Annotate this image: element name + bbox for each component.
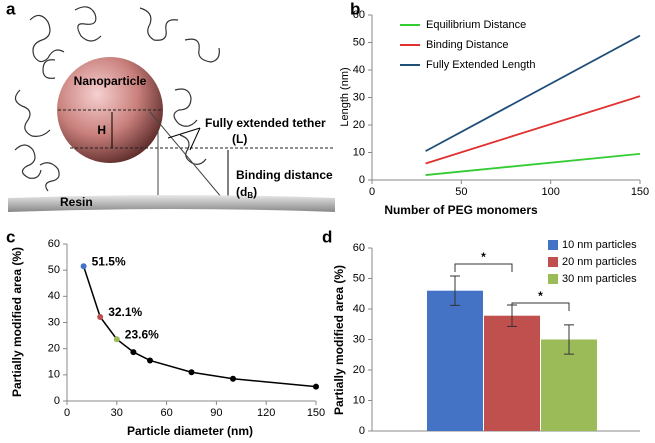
x-tick-label: 150	[307, 407, 325, 419]
significance-bracket	[511, 302, 570, 312]
resin	[8, 195, 335, 212]
point	[130, 349, 137, 356]
x-tick-label: 60	[160, 407, 172, 419]
legend-label: Equilibrium Distance	[426, 19, 526, 31]
panel-label: a	[6, 0, 16, 18]
legend-swatch	[548, 257, 558, 267]
tether-line	[149, 111, 223, 199]
point	[147, 357, 153, 364]
y-tick-label: 20	[48, 343, 60, 355]
legend-swatch	[548, 240, 558, 250]
label: Fully extended tether	[205, 116, 326, 130]
y-tick-label: 50	[353, 36, 365, 48]
data-label: 23.6%	[125, 327, 159, 341]
bar	[541, 339, 597, 431]
y-tick-label: 20	[353, 119, 365, 131]
x-tick-label: 100	[541, 186, 559, 198]
y-tick-label: 50	[353, 272, 365, 284]
y-tick-label: 40	[353, 64, 365, 76]
x-tick-label: 120	[257, 407, 275, 419]
x-tick-label: 150	[631, 186, 649, 198]
panel-label: d	[322, 227, 332, 246]
error-bar	[564, 324, 574, 355]
y-axis-label: Partially modified area (%)	[332, 265, 346, 415]
label: Resin	[60, 195, 93, 209]
y-tick-label: 60	[353, 242, 365, 254]
legend-label: Fully Extended Length	[426, 59, 535, 71]
bar	[484, 315, 540, 431]
line	[82, 266, 317, 388]
legend-label: Binding Distance	[426, 39, 509, 51]
y-tick-label: 50	[48, 264, 60, 276]
line	[425, 34, 641, 152]
significance-bracket	[454, 263, 513, 273]
x-tick-label: 90	[210, 407, 222, 419]
data-label: 32.1%	[108, 305, 142, 319]
y-tick-label: 30	[353, 91, 365, 103]
label: (L)	[232, 132, 247, 146]
x-tick-label: 50	[455, 186, 467, 198]
legend-swatch	[548, 274, 558, 284]
y-tick-label: 0	[359, 174, 365, 186]
bar	[427, 290, 483, 431]
x-axis-label: Number of PEG monomers	[384, 203, 538, 217]
y-axis-label: Partially modified area (%)	[10, 247, 24, 397]
x-tick-label: 0	[369, 186, 375, 198]
y-tick-label: 20	[353, 364, 365, 376]
point	[97, 314, 104, 321]
y-tick-label: 10	[353, 394, 365, 406]
y-tick-label: 60	[353, 9, 365, 21]
label: )	[253, 185, 257, 199]
point	[113, 336, 120, 343]
legend-label: 30 nm particles	[562, 273, 637, 285]
point	[80, 263, 87, 270]
point	[313, 383, 319, 390]
panel-label: b	[350, 0, 360, 18]
y-tick-label: 10	[353, 146, 365, 158]
data-label: 51.5%	[92, 254, 126, 268]
label: H	[97, 123, 106, 137]
y-tick-label: 10	[48, 369, 60, 381]
legend-label: 20 nm particles	[562, 256, 637, 268]
polymer-coils	[14, 6, 220, 192]
pointer	[189, 127, 201, 151]
y-tick-label: 0	[54, 395, 60, 407]
error-bar	[450, 275, 460, 306]
significance-star: *	[481, 250, 486, 264]
diagram: a Nanoparticle H Fully extended tether (…	[6, 0, 335, 212]
line	[425, 152, 641, 176]
y-tick-label: 30	[48, 316, 60, 328]
y-tick-label: 30	[353, 333, 365, 345]
x-tick-label: 30	[111, 407, 123, 419]
panel-label: c	[6, 227, 15, 246]
subscript: B	[247, 191, 253, 200]
line	[425, 95, 641, 165]
pointer	[167, 127, 201, 139]
label: (d	[236, 185, 247, 199]
legend-label: 10 nm particles	[562, 239, 637, 251]
x-tick-label: 0	[64, 407, 70, 419]
y-tick-label: 40	[353, 303, 365, 315]
point	[188, 369, 195, 376]
y-tick-label: 60	[48, 238, 60, 250]
label: Nanoparticle	[74, 74, 147, 88]
label: Binding distance	[236, 168, 333, 182]
y-tick-label: 0	[359, 425, 365, 437]
significance-star: *	[538, 289, 543, 303]
point	[230, 375, 236, 382]
y-axis-label: Length (nm)	[339, 67, 351, 126]
y-tick-label: 40	[48, 290, 60, 302]
x-axis-label: Particle diameter (nm)	[127, 424, 253, 438]
label: (dB)	[236, 185, 257, 200]
